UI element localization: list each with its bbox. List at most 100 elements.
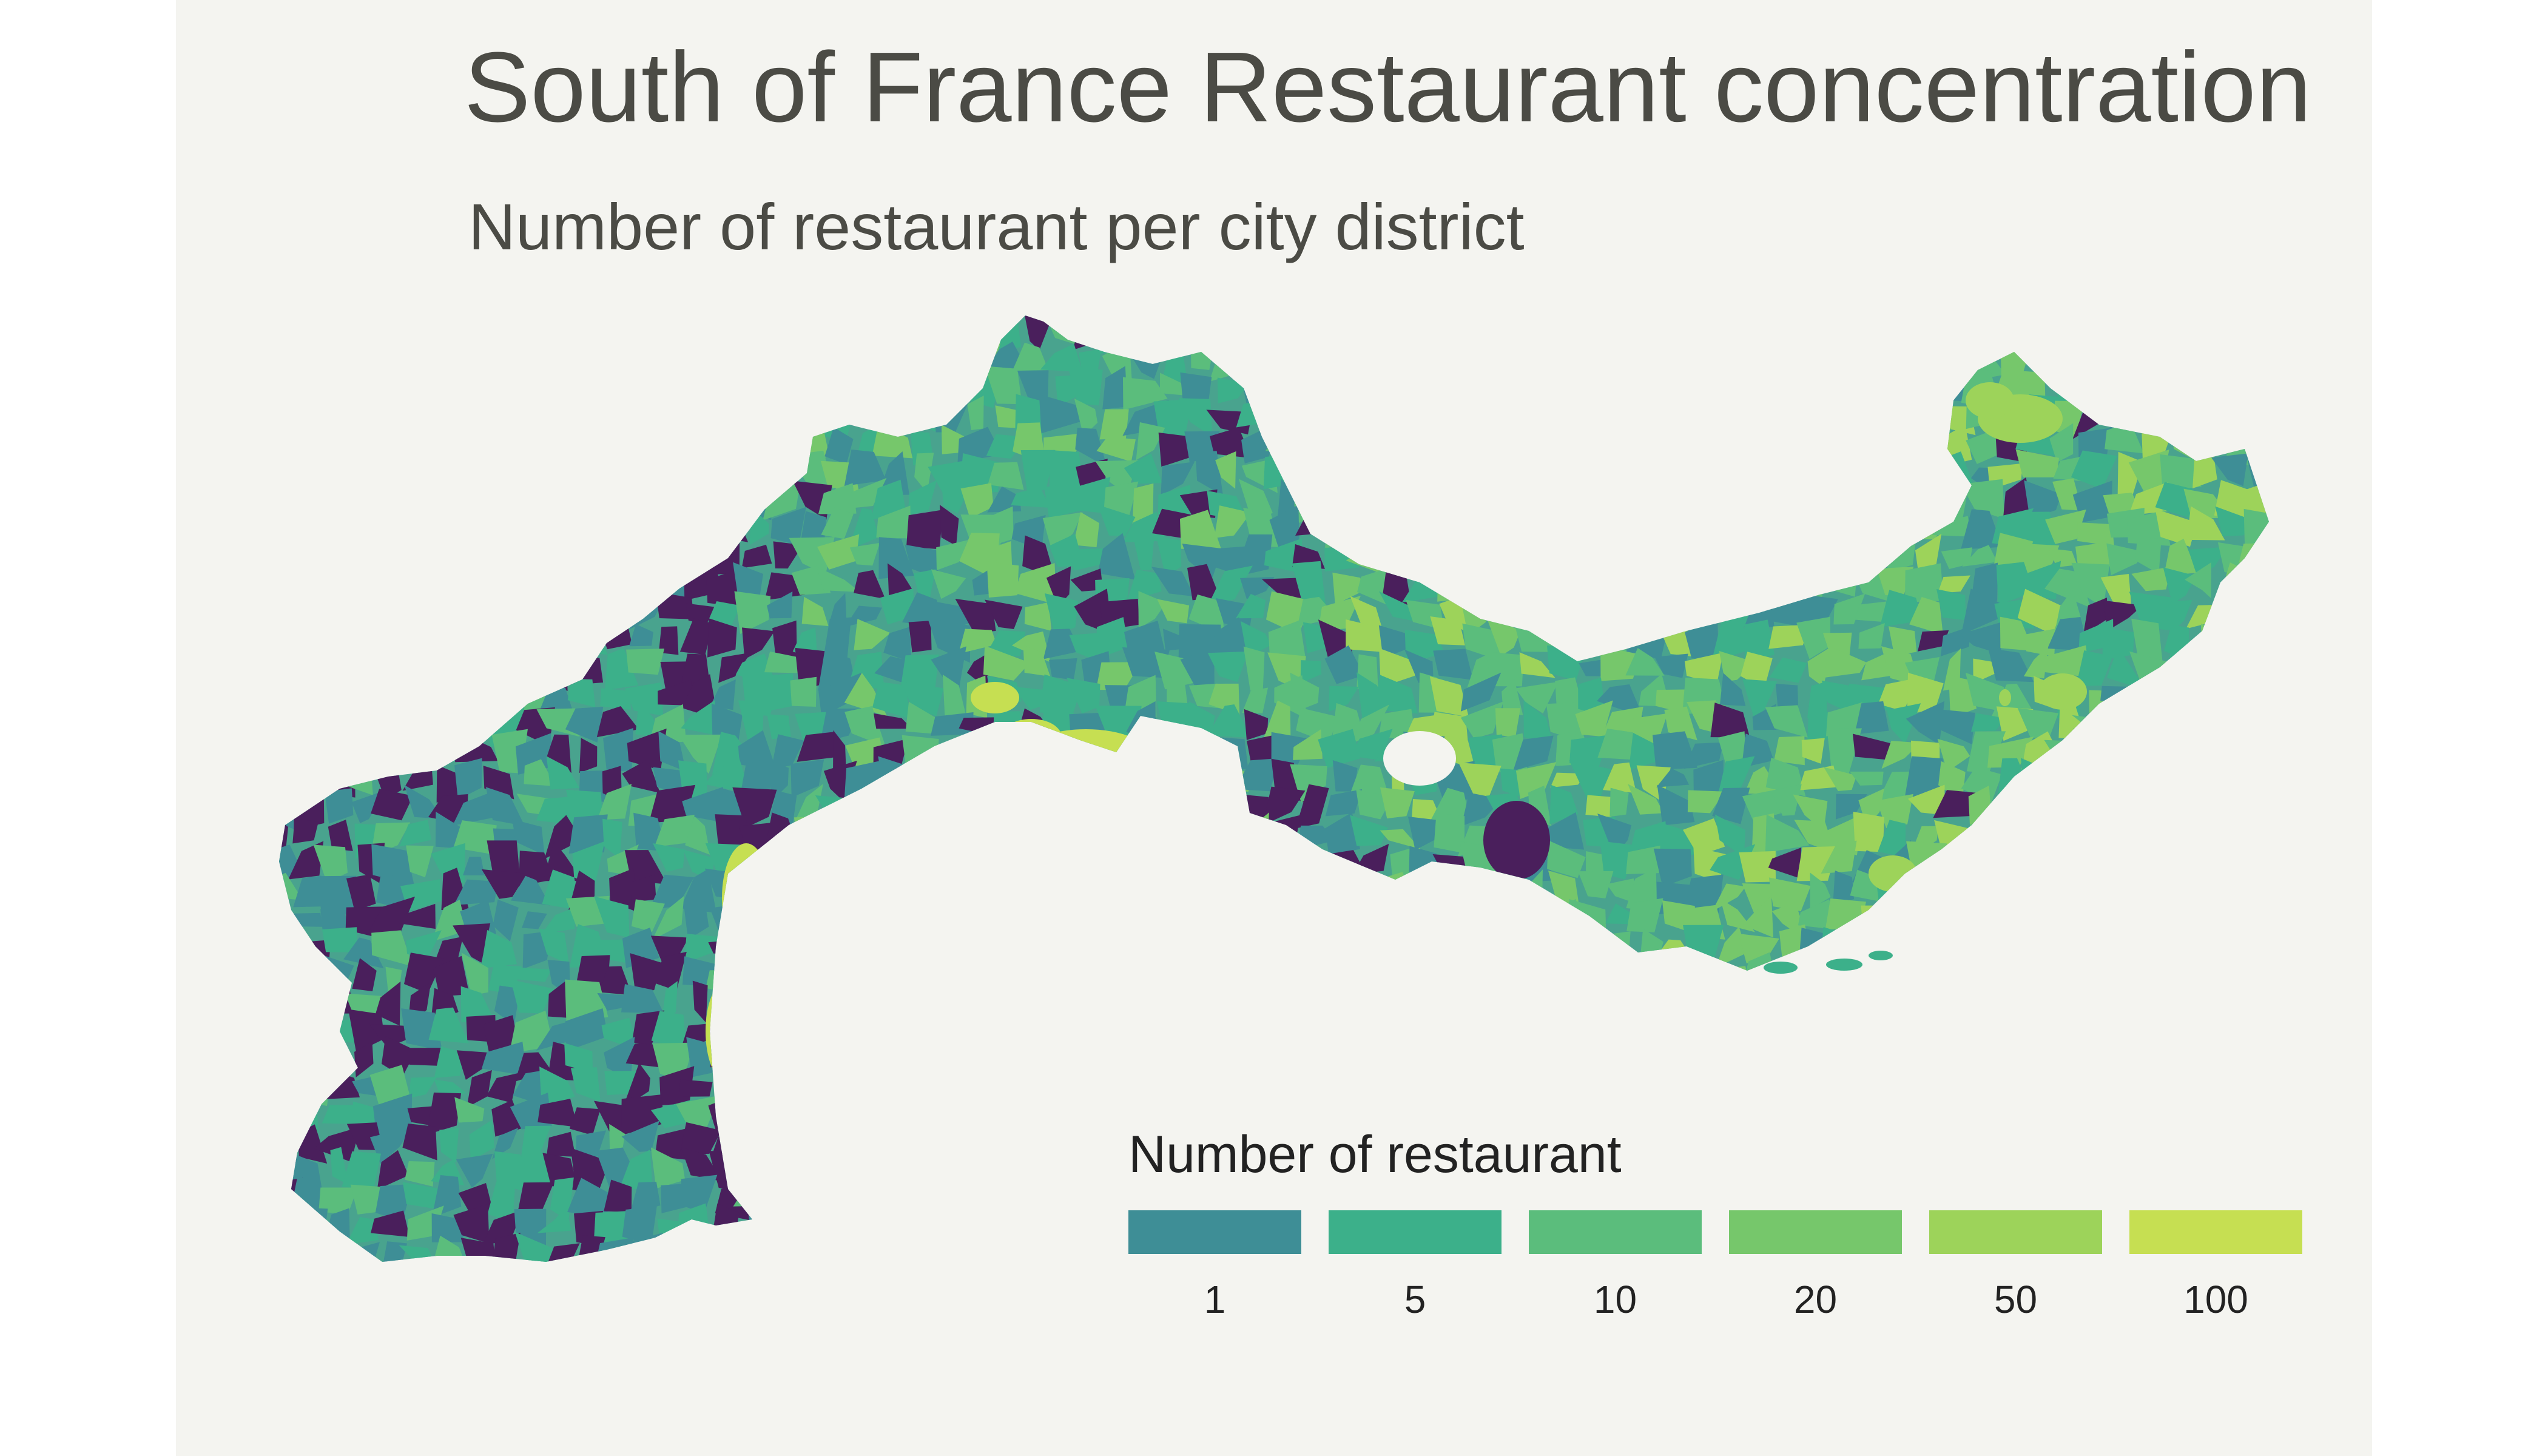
district	[2248, 951, 2269, 991]
district	[1717, 316, 1746, 345]
district	[2052, 400, 2085, 437]
district	[1526, 430, 1552, 462]
district	[460, 480, 490, 524]
district	[1825, 1102, 1859, 1131]
district	[1488, 478, 1523, 519]
district	[2189, 1042, 2223, 1077]
district	[1107, 1268, 1128, 1293]
district	[905, 1275, 940, 1306]
district	[1907, 784, 1945, 815]
district	[1794, 402, 1837, 434]
district	[315, 369, 343, 403]
district	[1307, 932, 1318, 965]
district	[1543, 979, 1582, 1012]
district	[1050, 842, 1072, 886]
district	[2168, 759, 2202, 803]
district	[689, 315, 722, 327]
legend-tick-label: 10	[1593, 1278, 1637, 1321]
district	[493, 899, 519, 942]
district	[1473, 1040, 1503, 1077]
district	[1080, 1261, 1113, 1262]
district	[1074, 398, 1098, 437]
district	[1416, 1079, 1448, 1107]
district	[1502, 679, 1523, 715]
district	[2105, 315, 2139, 318]
district	[314, 1051, 344, 1067]
district	[1346, 619, 1389, 653]
district	[624, 454, 663, 496]
district	[930, 956, 961, 999]
district	[1971, 713, 2006, 732]
district	[1825, 702, 1862, 736]
district	[1913, 994, 1949, 1022]
district	[1386, 1064, 1420, 1107]
district	[1495, 1039, 1529, 1082]
district	[931, 756, 966, 799]
district	[994, 967, 1030, 994]
district	[2017, 1091, 2060, 1131]
district	[2190, 791, 2216, 827]
district	[2100, 1014, 2138, 1053]
district	[1294, 485, 1328, 524]
district	[609, 868, 638, 912]
district	[747, 374, 764, 401]
district	[1262, 786, 1306, 826]
district	[685, 816, 710, 855]
district	[493, 516, 516, 552]
district	[2155, 380, 2197, 406]
district	[914, 453, 934, 493]
district	[722, 843, 770, 952]
district	[1334, 354, 1357, 379]
district	[293, 484, 323, 520]
district	[654, 814, 695, 848]
district	[1389, 315, 1420, 325]
district	[508, 394, 544, 437]
district	[1412, 1036, 1444, 1077]
district	[767, 901, 797, 931]
district	[1853, 812, 1885, 852]
district	[1349, 954, 1386, 994]
district	[903, 1035, 930, 1082]
district	[1998, 1037, 2031, 1079]
district	[775, 349, 804, 375]
district	[1600, 426, 1633, 464]
district	[1519, 319, 1554, 354]
district	[1486, 925, 1528, 970]
district	[971, 682, 1019, 713]
district	[652, 896, 684, 940]
district	[433, 956, 470, 997]
district	[1764, 561, 1801, 605]
district	[1693, 394, 1711, 434]
district	[1793, 375, 1833, 405]
district	[1210, 427, 1252, 459]
district	[318, 1187, 358, 1215]
district	[1349, 983, 1381, 1019]
district	[2251, 939, 2269, 968]
district	[491, 1233, 521, 1262]
district	[905, 787, 943, 831]
district	[2001, 315, 2027, 320]
district	[741, 430, 760, 458]
district	[2074, 371, 2108, 408]
district	[294, 595, 332, 634]
district	[2050, 320, 2081, 356]
district	[2283, 490, 2308, 517]
district	[1179, 1040, 1224, 1074]
district	[320, 478, 360, 518]
district	[350, 369, 387, 401]
district	[1049, 957, 1085, 985]
district	[817, 843, 849, 882]
district	[1332, 760, 1358, 792]
district	[573, 1259, 611, 1262]
district	[1653, 848, 1692, 887]
district	[1963, 1051, 2003, 1074]
district	[1206, 737, 1249, 770]
district	[399, 820, 432, 847]
district	[658, 431, 695, 465]
district	[1960, 899, 2001, 930]
district	[818, 672, 862, 717]
district	[823, 1091, 859, 1127]
district	[1575, 338, 1614, 378]
district	[653, 400, 689, 430]
district	[1577, 925, 1616, 969]
